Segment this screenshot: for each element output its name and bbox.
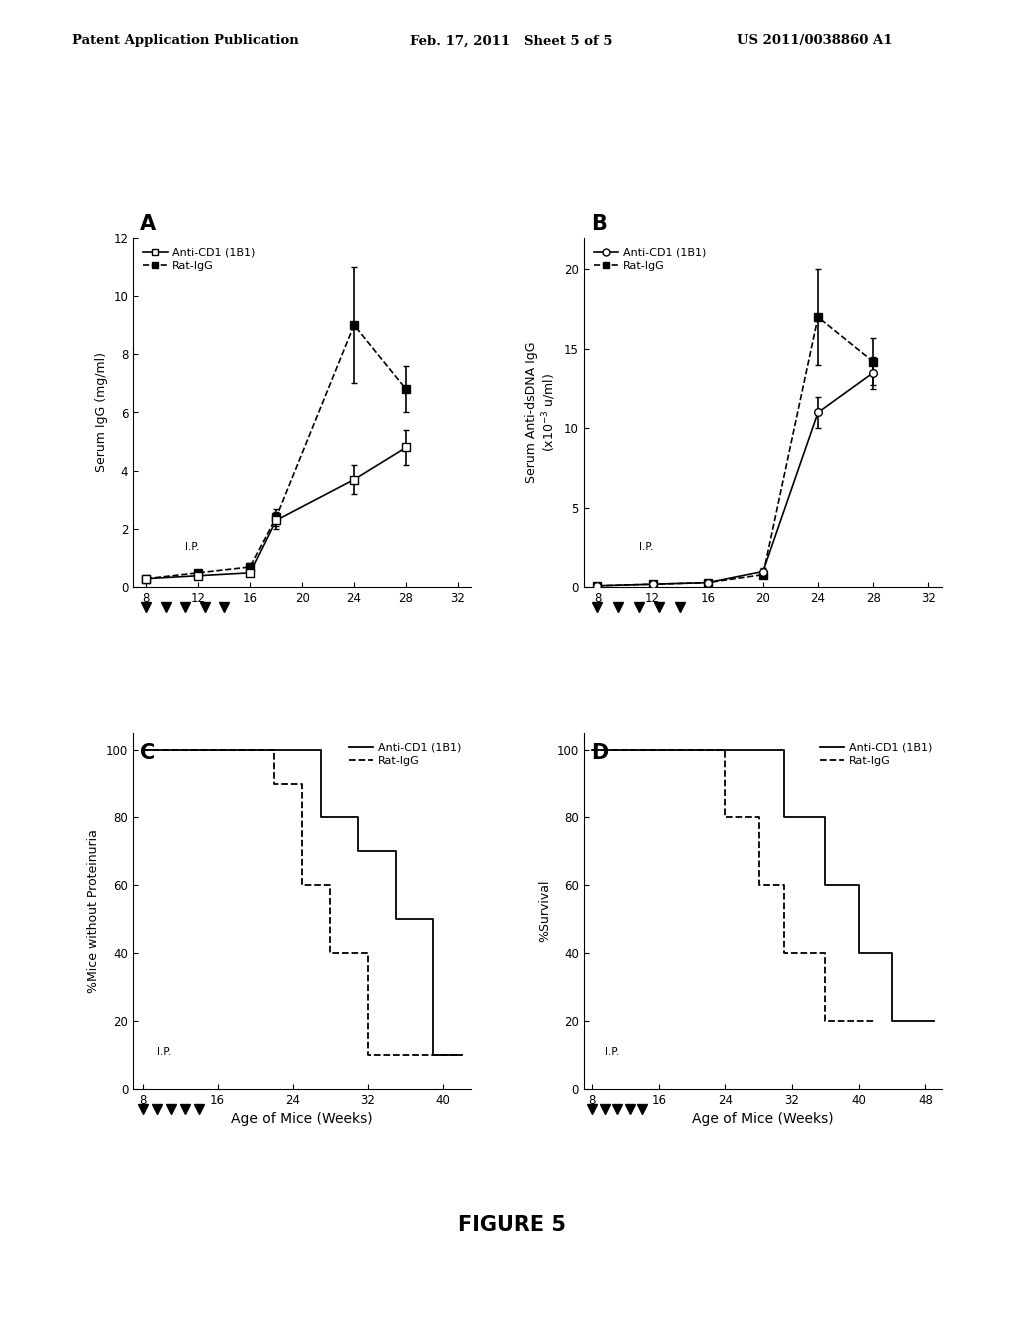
Rat-IgG	[324, 878, 336, 894]
Text: US 2011/0038860 A1: US 2011/0038860 A1	[737, 34, 893, 48]
Anti-CD1 (1B1)	[853, 878, 865, 894]
Line: Rat-IgG: Rat-IgG	[592, 750, 876, 1022]
Rat-IgG	[136, 742, 148, 758]
Y-axis label: Serum IgG (mg/ml): Serum IgG (mg/ml)	[94, 352, 108, 473]
Text: I.P.: I.P.	[185, 543, 200, 552]
Rat-IgG	[777, 878, 790, 894]
Rat-IgG	[334, 945, 346, 961]
Rat-IgG	[296, 776, 308, 792]
Anti-CD1 (1B1)	[785, 809, 798, 825]
Anti-CD1 (1B1)	[287, 742, 299, 758]
Rat-IgG	[361, 945, 374, 961]
Anti-CD1 (1B1)	[136, 742, 148, 758]
Anti-CD1 (1B1)	[777, 742, 790, 758]
Rat-IgG	[869, 1014, 882, 1030]
X-axis label: Age of Mice (Weeks): Age of Mice (Weeks)	[231, 1113, 373, 1126]
Y-axis label: %Survival: %Survival	[538, 879, 551, 942]
Rat-IgG	[268, 742, 281, 758]
Rat-IgG	[305, 878, 317, 894]
Text: A: A	[140, 214, 156, 234]
Legend: Anti-CD1 (1B1), Rat-IgG: Anti-CD1 (1B1), Rat-IgG	[344, 738, 466, 771]
X-axis label: Age of Mice (Weeks): Age of Mice (Weeks)	[692, 1113, 834, 1126]
Rat-IgG	[456, 1047, 468, 1063]
Rat-IgG	[785, 945, 798, 961]
Text: FIGURE 5: FIGURE 5	[458, 1214, 566, 1236]
Anti-CD1 (1B1)	[827, 878, 840, 894]
Line: Anti-CD1 (1B1): Anti-CD1 (1B1)	[142, 750, 462, 1055]
Rat-IgG	[744, 809, 757, 825]
Anti-CD1 (1B1)	[928, 1014, 940, 1030]
Line: Rat-IgG: Rat-IgG	[142, 750, 462, 1055]
Rat-IgG	[371, 1047, 383, 1063]
Rat-IgG	[719, 742, 731, 758]
Text: I.P.: I.P.	[604, 1047, 618, 1057]
Rat-IgG	[278, 776, 290, 792]
Anti-CD1 (1B1)	[324, 809, 336, 825]
Anti-CD1 (1B1)	[399, 911, 412, 927]
Anti-CD1 (1B1)	[819, 809, 831, 825]
Rat-IgG	[586, 742, 598, 758]
Text: D: D	[591, 743, 608, 763]
Anti-CD1 (1B1)	[886, 945, 898, 961]
Legend: Anti-CD1 (1B1), Rat-IgG: Anti-CD1 (1B1), Rat-IgG	[138, 243, 260, 276]
Anti-CD1 (1B1)	[437, 1047, 450, 1063]
Text: Feb. 17, 2011   Sheet 5 of 5: Feb. 17, 2011 Sheet 5 of 5	[410, 34, 612, 48]
Anti-CD1 (1B1)	[861, 945, 873, 961]
Text: I.P.: I.P.	[157, 1047, 171, 1057]
Line: Anti-CD1 (1B1): Anti-CD1 (1B1)	[592, 750, 934, 1022]
Text: I.P.: I.P.	[639, 543, 653, 552]
Text: C: C	[140, 743, 155, 763]
Anti-CD1 (1B1)	[390, 843, 402, 859]
Anti-CD1 (1B1)	[427, 911, 439, 927]
Anti-CD1 (1B1)	[314, 742, 327, 758]
Rat-IgG	[753, 809, 765, 825]
Legend: Anti-CD1 (1B1), Rat-IgG: Anti-CD1 (1B1), Rat-IgG	[589, 243, 711, 276]
Anti-CD1 (1B1)	[361, 843, 374, 859]
Anti-CD1 (1B1)	[586, 742, 598, 758]
Legend: Anti-CD1 (1B1), Rat-IgG: Anti-CD1 (1B1), Rat-IgG	[815, 738, 937, 771]
Anti-CD1 (1B1)	[894, 1014, 906, 1030]
Y-axis label: Serum Anti-dsDNA IgG
(x10$^{-3}$ u/ml): Serum Anti-dsDNA IgG (x10$^{-3}$ u/ml)	[525, 342, 558, 483]
Rat-IgG	[827, 1014, 840, 1030]
Anti-CD1 (1B1)	[352, 809, 365, 825]
Y-axis label: %Mice without Proteinuria: %Mice without Proteinuria	[87, 829, 100, 993]
Rat-IgG	[819, 945, 831, 961]
Text: Patent Application Publication: Patent Application Publication	[72, 34, 298, 48]
Text: B: B	[591, 214, 607, 234]
Anti-CD1 (1B1)	[753, 742, 765, 758]
Anti-CD1 (1B1)	[456, 1047, 468, 1063]
